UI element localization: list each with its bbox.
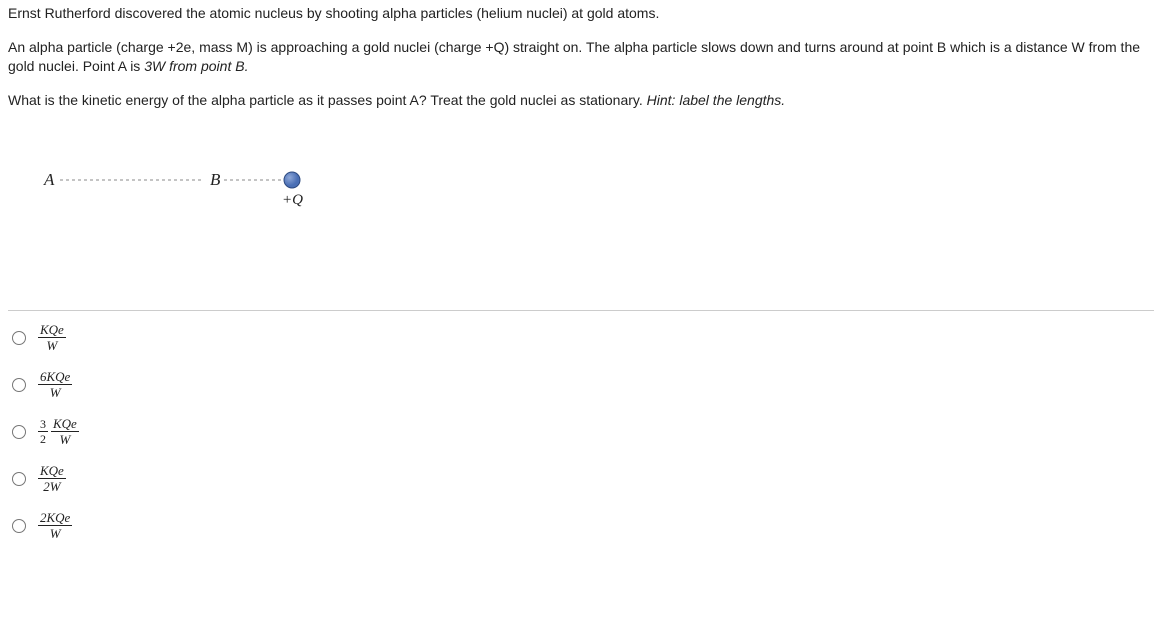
option-row[interactable]: 6KQeW	[8, 370, 1154, 399]
option-fraction: 6KQeW	[38, 370, 72, 399]
p2-italic: 3W from point B.	[144, 58, 248, 74]
option-radio[interactable]	[12, 331, 26, 345]
divider	[8, 310, 1154, 311]
options-group: KQeW6KQeW32KQeWKQe2W2KQeW	[8, 323, 1154, 540]
diagram-svg: A B +Q	[24, 160, 344, 220]
option-fraction: KQeW	[51, 417, 79, 446]
option-row[interactable]: 32KQeW	[8, 417, 1154, 446]
p3-italic: Hint: label the lengths.	[647, 92, 786, 108]
option-row[interactable]: 2KQeW	[8, 511, 1154, 540]
option-radio[interactable]	[12, 519, 26, 533]
question-paragraph-1: Ernst Rutherford discovered the atomic n…	[8, 4, 1154, 24]
svg-text:+Q: +Q	[282, 192, 303, 208]
option-row[interactable]: KQeW	[8, 323, 1154, 352]
svg-text:B: B	[210, 170, 221, 189]
svg-text:A: A	[43, 170, 55, 189]
option-fraction: KQeW	[38, 323, 66, 352]
question-text: Ernst Rutherford discovered the atomic n…	[8, 4, 1154, 110]
p3-text: What is the kinetic energy of the alpha …	[8, 92, 647, 108]
option-fraction: 2KQeW	[38, 511, 72, 540]
option-radio[interactable]	[12, 378, 26, 392]
question-paragraph-3: What is the kinetic energy of the alpha …	[8, 91, 1154, 111]
option-coefficient: 32	[38, 418, 48, 445]
option-fraction: KQe2W	[38, 464, 66, 493]
option-radio[interactable]	[12, 425, 26, 439]
question-paragraph-2: An alpha particle (charge +2e, mass M) i…	[8, 38, 1154, 77]
option-radio[interactable]	[12, 472, 26, 486]
diagram: A B +Q	[24, 160, 1154, 220]
option-row[interactable]: KQe2W	[8, 464, 1154, 493]
